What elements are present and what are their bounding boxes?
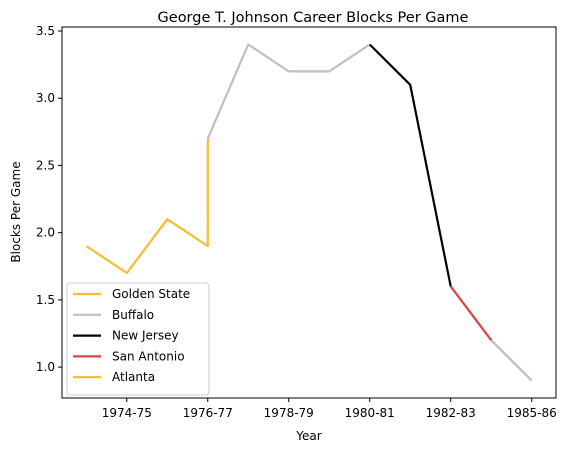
x-tick-label: 1980-81 <box>345 406 395 420</box>
x-tick-label: 1982-83 <box>426 406 476 420</box>
y-tick-label: 1.5 <box>36 293 55 307</box>
y-tick-label: 2.5 <box>36 158 55 172</box>
x-tick-label: 1976-77 <box>183 406 233 420</box>
series-layer <box>85 43 533 382</box>
series-line-0 <box>85 138 209 275</box>
series-line-2 <box>368 43 452 287</box>
y-tick-label: 1.0 <box>36 360 55 374</box>
y-tick-label: 3.0 <box>36 91 55 105</box>
legend-label: Atlanta <box>112 370 155 384</box>
x-tick-label: 1974-75 <box>102 406 152 420</box>
series-line-1 <box>206 43 371 140</box>
legend-box <box>66 282 210 396</box>
legend-label: San Antonio <box>112 349 185 363</box>
y-axis-label: Blocks Per Game <box>9 161 23 262</box>
y-axis: 1.0 1.5 2.0 2.5 3.0 3.5 <box>36 24 62 374</box>
x-axis-label: Year <box>295 429 321 443</box>
y-tick-label: 3.5 <box>36 24 55 38</box>
y-tick-label: 2.0 <box>36 226 55 240</box>
plot-area <box>61 26 557 399</box>
x-tick-label: 1985-86 <box>507 406 557 420</box>
legend-label: Golden State <box>112 287 190 301</box>
x-tick-label: 1978-79 <box>264 406 314 420</box>
x-axis: 1974-75 1976-77 1978-79 1980-81 1982-83 1985-… <box>102 398 557 420</box>
legend-label: Buffalo <box>112 308 154 322</box>
legend-label: New Jersey <box>112 329 179 343</box>
chart-title: George T. Johnson Career Blocks Per Game <box>158 10 469 26</box>
series-line-3 <box>449 285 493 341</box>
series-line-5 <box>490 339 533 382</box>
legend: Golden State Buffalo New Jersey San Antonio… <box>66 282 210 396</box>
